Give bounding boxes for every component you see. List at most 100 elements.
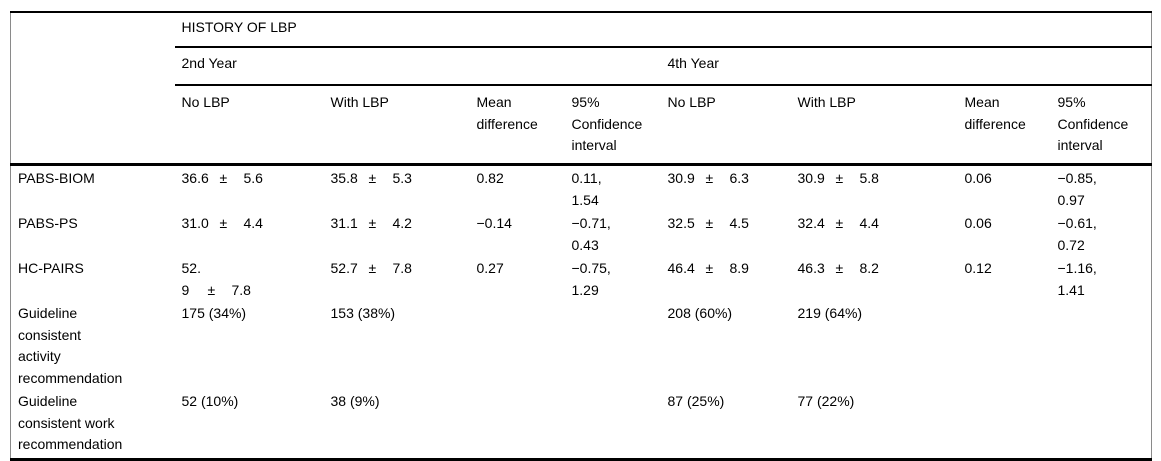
plus-minus-sign: ±	[705, 215, 714, 231]
cell-line: 1.41	[1057, 281, 1085, 298]
mean-value: 46.3	[797, 260, 825, 276]
mean-sd-value: 9 ±7.8	[182, 280, 320, 302]
sd-value: 4.2	[392, 215, 412, 231]
mean-value: 35.8	[330, 170, 358, 186]
row-label: PABS-PS	[11, 211, 175, 256]
value-cell	[470, 301, 565, 389]
value-cell: 0.11, 1.54	[565, 165, 661, 212]
sd-value: 5.3	[392, 170, 412, 186]
table-row: Guideline consistent activity recommendatio…	[11, 301, 1152, 389]
cell-line: 0.12	[964, 260, 992, 276]
value-cell	[1051, 301, 1152, 389]
value-cell: 31.1 ±4.2	[324, 211, 470, 256]
plus-minus-sign: ±	[368, 260, 377, 276]
col-header-with-lbp-4th: With LBP	[790, 85, 958, 166]
sd-value: 5.6	[243, 170, 263, 186]
cell-line: −0.75,	[571, 260, 611, 276]
plus-minus-sign: ±	[705, 260, 714, 276]
value-cell: 0.06	[958, 211, 1051, 256]
value-cell: 219 (64%)	[791, 301, 958, 389]
row-label-line: consistent	[18, 326, 82, 343]
cell-line: 87 (25%)	[667, 393, 725, 409]
mean-value: 30.9	[797, 170, 825, 186]
row-label-line: activity	[18, 348, 61, 364]
mean-value: 9	[181, 281, 190, 298]
table-row: HC-PAIRS 52. 9 ±7.8 52.7 ±7.8 0.27 −0.75, 1.29 46…	[11, 256, 1152, 301]
group-header-row: HISTORY OF LBP	[10, 12, 1152, 166]
value-cell: 52.7 ±7.8	[324, 256, 470, 301]
value-cell: 32.5 ±4.5	[661, 211, 791, 256]
cell-line: 1.54	[571, 191, 599, 208]
value-cell: 30.9 ±5.8	[791, 165, 958, 212]
cell-line: 77 (22%)	[797, 393, 855, 409]
value-cell: 38 (9%)	[324, 389, 470, 459]
value-cell: 46.4 ±8.9	[661, 256, 791, 301]
value-cell: 0.06	[958, 165, 1051, 212]
value-cell: 52. 9 ±7.8	[175, 256, 324, 301]
value-cell: 0.82	[470, 165, 565, 212]
value-cell: −0.85, 0.97	[1051, 165, 1152, 212]
cell-line: 208 (60%)	[667, 305, 733, 321]
cell-line: 0.97	[1057, 191, 1085, 208]
sd-value: 8.2	[859, 260, 879, 276]
row-label-line: Guideline	[18, 393, 78, 409]
sd-value: 4.4	[243, 215, 263, 231]
mean-value: 31.1	[330, 215, 358, 231]
row-label: HC-PAIRS	[11, 256, 175, 301]
value-cell: 153 (38%)	[324, 301, 470, 389]
sd-value: 7.8	[231, 281, 251, 298]
cell-line: 175 (34%)	[181, 305, 247, 321]
row-label-line: recommendation	[18, 436, 123, 452]
cell-line: −0.71,	[571, 215, 611, 231]
value-cell: −1.16, 1.41	[1051, 256, 1152, 301]
row-label: Guideline consistent work recommendation	[11, 389, 175, 459]
mean-sd-value: 36.6 ±5.6	[182, 168, 320, 190]
cell-line: 0.11,	[571, 170, 602, 186]
plus-minus-sign: ±	[219, 215, 228, 231]
col-header-mean-difference-2nd: Mean difference	[469, 85, 565, 166]
row-label-line: Guideline	[18, 305, 78, 321]
table-row: Guideline consistent work recommendation 52…	[11, 389, 1152, 459]
value-cell	[958, 389, 1051, 459]
value-cell: 87 (25%)	[661, 389, 791, 459]
value-cell: −0.75, 1.29	[565, 256, 661, 301]
cell-line: 38 (9%)	[330, 393, 380, 409]
table-row: PABS-PS 31.0 ±4.4 31.1 ±4.2 −0.14 −0.71, 0.43 32…	[11, 211, 1152, 256]
value-cell: −0.71, 0.43	[565, 211, 661, 256]
col-header-no-lbp-4th: No LBP	[660, 85, 791, 166]
corner-cell	[10, 12, 175, 166]
mean-value-wrapped-line1: 52.	[181, 260, 201, 276]
cell-line: 0.72	[1057, 236, 1085, 253]
mean-value: 36.6	[181, 170, 209, 186]
row-label: Guideline consistent activity recommendatio…	[11, 301, 175, 389]
value-cell: 208 (60%)	[661, 301, 791, 389]
sd-value: 6.3	[729, 170, 749, 186]
col-header-confidence-interval-2nd: 95% Confidence interval	[564, 85, 661, 166]
mean-sd-value: 32.4 ±4.4	[798, 213, 954, 235]
cell-line: 0.43	[571, 236, 599, 253]
value-cell: 0.27	[470, 256, 565, 301]
plus-minus-sign: ±	[835, 170, 844, 186]
plus-minus-sign: ±	[368, 170, 377, 186]
plus-minus-sign: ±	[368, 215, 377, 231]
value-cell: −0.61, 0.72	[1051, 211, 1152, 256]
mean-value: 30.9	[667, 170, 695, 186]
cell-line: −1.16,	[1057, 260, 1097, 276]
col-header-mean-difference-4th: Mean difference	[957, 85, 1051, 166]
value-cell: 36.6 ±5.6	[175, 165, 324, 212]
row-label-line: recommendation	[18, 369, 123, 386]
value-cell	[565, 389, 661, 459]
mean-sd-value: 35.8 ±5.3	[331, 168, 466, 190]
group-header-cell: HISTORY OF LBP	[174, 12, 1152, 48]
row-label-line: PABS-BIOM	[18, 170, 95, 186]
sd-value: 8.9	[729, 260, 749, 276]
mean-value: 32.5	[667, 215, 695, 231]
table-row: PABS-BIOM 36.6 ±5.6 35.8 ±5.3 0.82 0.11, 1.54 30…	[11, 165, 1152, 212]
value-cell	[565, 301, 661, 389]
sd-value: 4.4	[859, 215, 879, 231]
cell-line: −0.14	[476, 215, 512, 231]
mean-sd-value: 32.5 ±4.5	[668, 213, 787, 235]
value-cell	[470, 389, 565, 459]
year-header-row: 2nd Year 4th Year	[11, 47, 1152, 86]
cell-line: 153 (38%)	[330, 305, 396, 321]
